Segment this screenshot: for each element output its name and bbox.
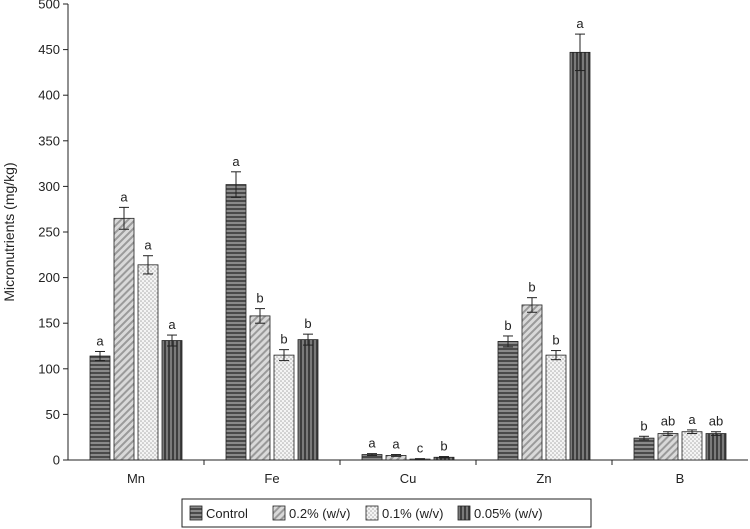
significance-letter: b (440, 439, 447, 454)
x-tick-label: Mn (127, 471, 145, 486)
bar (297, 339, 319, 461)
significance-letter: ab (709, 414, 723, 429)
y-tick-label: 250 (38, 225, 60, 240)
x-ticks: Mn Fe Cu Zn B (127, 460, 684, 486)
y-tick-label: 0 (53, 453, 60, 468)
legend-swatch (365, 505, 379, 521)
x-tick-label: B (676, 471, 685, 486)
significance-letter: a (120, 189, 128, 204)
significance-letter: b (280, 332, 287, 347)
x-tick-label: Zn (536, 471, 551, 486)
significance-letter: a (144, 238, 152, 253)
significance-letter: a (96, 333, 104, 348)
bar (497, 341, 519, 461)
bar (633, 437, 655, 461)
legend-swatch (272, 505, 286, 521)
bar (681, 431, 703, 461)
bar (705, 433, 727, 461)
significance-letter: a (392, 437, 400, 452)
significance-letter: b (304, 316, 311, 331)
significance-letter: b (504, 318, 511, 333)
bar (569, 51, 591, 461)
significance-letter: b (256, 291, 263, 306)
legend-swatch (189, 505, 203, 521)
bar (225, 184, 247, 461)
bar (161, 340, 183, 461)
bar (89, 355, 111, 461)
significance-letter: a (168, 317, 176, 332)
legend-swatch (457, 505, 471, 521)
legend: Control 0.2% (w/v) 0.1% (w/v) 0.05% (w/v) (181, 498, 592, 528)
y-tick-label: 500 (38, 0, 60, 12)
y-tick-label: 450 (38, 42, 60, 57)
significance-letter: a (368, 436, 376, 451)
x-tick-label: Cu (400, 471, 417, 486)
significance-letter: a (688, 412, 696, 427)
significance-letter: b (528, 280, 535, 295)
significance-letter: a (232, 154, 240, 169)
y-axis-title: Micronutrients (mg/kg) (1, 162, 17, 301)
y-tick-label: 150 (38, 316, 60, 331)
significance-letter: a (576, 16, 584, 31)
legend-label: 0.1% (w/v) (382, 506, 443, 521)
significance-letter: b (640, 418, 647, 433)
significance-letter: b (552, 333, 559, 348)
y-ticks: 0 50 100 150 200 250 300 350 400 450 500 (38, 0, 68, 468)
x-tick-label: Fe (264, 471, 279, 486)
y-tick-label: 350 (38, 133, 60, 148)
bar (273, 354, 295, 461)
bar (521, 304, 543, 461)
legend-label: 0.05% (w/v) (474, 506, 543, 521)
bar (113, 217, 135, 461)
y-tick-label: 400 (38, 88, 60, 103)
y-tick-label: 50 (46, 407, 60, 422)
bar (545, 354, 567, 461)
legend-frame (181, 498, 592, 528)
bar (137, 264, 159, 461)
significance-letter: c (417, 441, 424, 456)
legend-label: 0.2% (w/v) (289, 506, 350, 521)
y-tick-label: 300 (38, 179, 60, 194)
bar (657, 433, 679, 461)
legend-label: Control (206, 506, 248, 521)
significance-letter: ab (661, 414, 675, 429)
y-tick-label: 200 (38, 270, 60, 285)
y-tick-label: 100 (38, 361, 60, 376)
bar (249, 315, 271, 461)
